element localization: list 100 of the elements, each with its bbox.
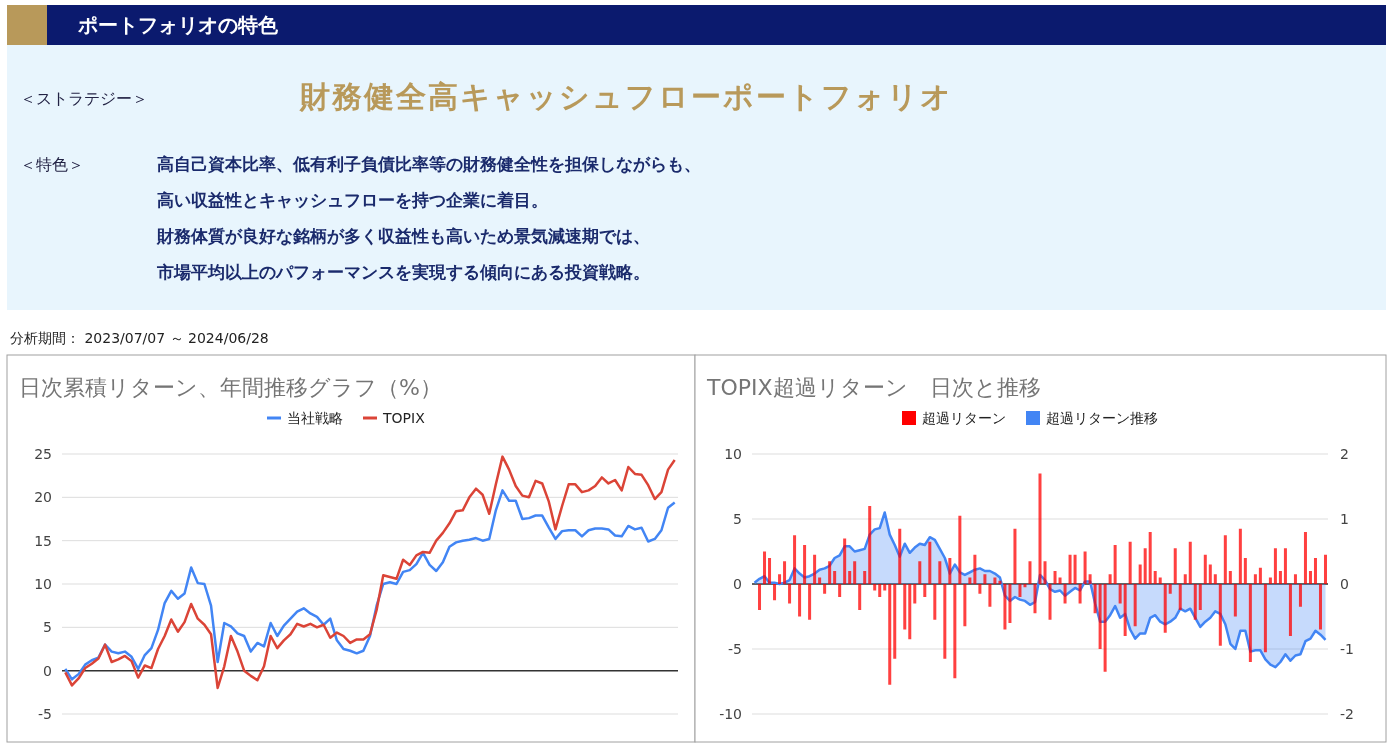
bar (863, 571, 867, 584)
bar (968, 577, 972, 584)
bar (1188, 541, 1192, 584)
bar (1103, 584, 1107, 672)
bar (898, 528, 902, 584)
y-tick-label: -5 (38, 706, 52, 722)
bar (918, 561, 922, 584)
bar (1108, 574, 1112, 584)
y-tick-label: 10 (34, 576, 52, 592)
line-series (64, 455, 676, 690)
bar (943, 584, 947, 659)
bar (1168, 584, 1172, 594)
y-tick-label: 0 (43, 662, 52, 679)
text: 財務体質が良好な銘柄が多く収益性も高いため景気減速期では、 (156, 226, 650, 246)
bar (1118, 584, 1122, 604)
bar (838, 584, 842, 597)
y-tick-label: -10 (719, 706, 742, 722)
bar (1153, 571, 1157, 584)
bar (1273, 548, 1277, 584)
bar (1013, 528, 1017, 584)
bar (798, 584, 802, 617)
bar (1293, 574, 1297, 584)
bar (783, 561, 787, 584)
bar (1178, 584, 1182, 610)
text: ポートフォリオの特色 (77, 13, 279, 37)
text: ＜特色＞ (20, 155, 84, 174)
bar (858, 584, 862, 610)
bar (853, 561, 857, 584)
bar (1018, 584, 1022, 597)
legend-label: TOPIX (382, 410, 426, 426)
bar (908, 584, 912, 640)
bar (1313, 558, 1317, 584)
bar (1213, 574, 1217, 584)
bar (1303, 532, 1307, 584)
bar (1233, 584, 1237, 617)
bar (1283, 548, 1287, 584)
bar (1098, 584, 1102, 649)
bar (948, 558, 952, 584)
bar (1163, 584, 1167, 633)
bar (793, 535, 797, 584)
bar (1183, 574, 1187, 584)
bar (1123, 584, 1127, 636)
y-tick-label: 20 (34, 489, 52, 506)
bar (813, 554, 817, 584)
bar (963, 584, 967, 627)
bar (883, 584, 887, 591)
bar (1028, 561, 1032, 584)
bar (1053, 571, 1057, 584)
bar (1113, 545, 1117, 584)
chart-title: 日次累積リターン、年間推移グラフ（%） (19, 375, 442, 400)
bar (913, 584, 917, 604)
bar (958, 515, 962, 584)
bar (1058, 577, 1062, 584)
bar (1048, 584, 1052, 620)
bar (1253, 574, 1257, 584)
y-tick-label: 10 (724, 446, 742, 462)
y-tick-label: 15 (34, 532, 52, 549)
bar (1038, 473, 1042, 584)
bar (1223, 535, 1227, 584)
bar (1268, 577, 1272, 584)
bar (1263, 584, 1267, 653)
bar (1003, 584, 1007, 630)
y-tick-label: 5 (43, 619, 52, 636)
bar (878, 584, 882, 597)
chart-title: TOPIX超過リターン 日次と推移 (706, 375, 1041, 400)
bar (978, 584, 982, 594)
bar (1203, 554, 1207, 584)
bar (1138, 564, 1142, 584)
bar (933, 584, 937, 620)
bar (1008, 584, 1012, 623)
bar (1093, 584, 1097, 614)
y2-tick-label: 0 (1340, 576, 1349, 592)
y2-tick-label: 2 (1340, 446, 1349, 462)
bar (1128, 541, 1132, 584)
bar (1298, 584, 1302, 607)
bar (1083, 551, 1087, 584)
bar (1218, 584, 1222, 646)
bar (998, 580, 1002, 584)
bar (1323, 554, 1327, 584)
bar (1248, 584, 1252, 662)
bar (1278, 571, 1282, 584)
text: ＜ストラテジー＞ (20, 89, 148, 108)
bar (1198, 584, 1202, 610)
bar (823, 584, 827, 594)
bar (1308, 571, 1312, 584)
bar (763, 551, 767, 584)
bar (1063, 584, 1067, 604)
bar (1033, 584, 1037, 614)
bar (848, 571, 852, 584)
bar (893, 584, 897, 659)
bar (888, 584, 892, 685)
y2-tick-label: -1 (1340, 641, 1354, 657)
bar (953, 584, 957, 679)
bar (923, 584, 927, 597)
bar (768, 558, 772, 584)
bar (993, 577, 997, 584)
bar (843, 538, 847, 584)
y-tick-label: -5 (728, 641, 742, 657)
bar (938, 561, 942, 584)
bar (818, 577, 822, 584)
